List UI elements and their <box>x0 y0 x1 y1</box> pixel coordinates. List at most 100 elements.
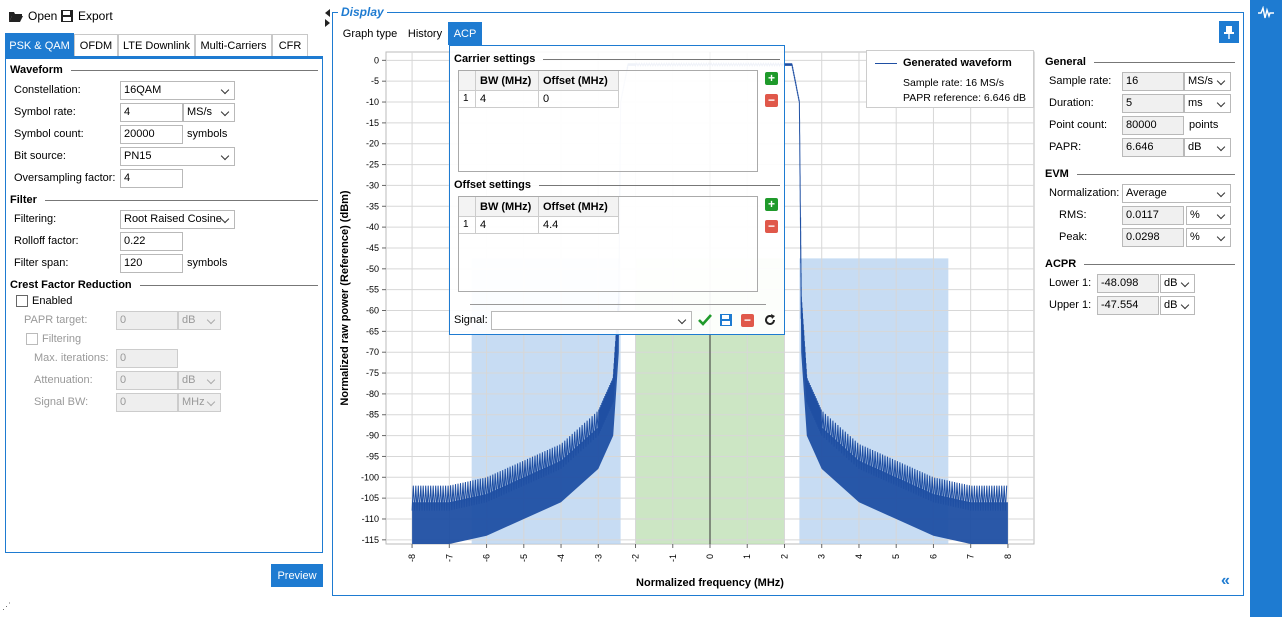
y-tick-label: -65 <box>366 326 379 336</box>
rms-field[interactable]: 0.0117 <box>1122 206 1184 225</box>
acpr-lower-field[interactable]: -48.098 <box>1097 274 1159 293</box>
refresh-icon[interactable] <box>763 313 777 327</box>
delete-signal-button[interactable]: − <box>741 314 754 327</box>
papr-target-label: PAPR target: <box>24 314 88 326</box>
papr-field[interactable]: 6.646 <box>1122 138 1184 157</box>
sample-rate-label: Sample rate: <box>1049 75 1112 87</box>
offset-col-bw: BW (MHz) <box>476 197 539 217</box>
add-carrier-button[interactable]: + <box>765 72 778 85</box>
preview-button[interactable]: Preview <box>271 564 323 587</box>
y-tick-label: -100 <box>361 472 379 482</box>
tab-acp[interactable]: ACP <box>448 22 482 45</box>
legend-papr-reference: PAPR reference: 6.646 dB <box>903 92 1026 104</box>
tab-multi-carriers[interactable]: Multi-Carriers <box>195 34 272 56</box>
remove-carrier-button[interactable]: − <box>765 94 778 107</box>
x-tick-label: 4 <box>854 554 864 559</box>
duration-unit-select[interactable]: ms <box>1184 94 1231 113</box>
y-tick-label: -85 <box>366 410 379 420</box>
remove-offset-button[interactable]: − <box>765 220 778 233</box>
attenuation-unit-select[interactable]: dB <box>178 371 221 390</box>
expand-left-icon[interactable] <box>325 19 330 27</box>
collapse-right-icon[interactable]: « <box>1221 572 1230 589</box>
acpr-section-title: ACPR <box>1045 258 1235 270</box>
y-tick-label: -115 <box>362 535 379 545</box>
signal-label: Signal: <box>454 314 488 326</box>
point-count-label: Point count: <box>1049 119 1108 131</box>
tab-history[interactable]: History <box>407 27 443 40</box>
offset-table-corner <box>459 197 476 217</box>
pin-button[interactable] <box>1219 21 1239 43</box>
x-tick-label: 5 <box>891 554 901 559</box>
export-button[interactable]: Export <box>60 9 113 23</box>
normalization-select[interactable]: Average <box>1122 184 1231 203</box>
legend-series-name: Generated waveform <box>903 57 1012 69</box>
duration-field[interactable]: 5 <box>1122 94 1184 113</box>
carrier-row-offset[interactable]: 0 <box>539 91 619 108</box>
peak-unit-select[interactable]: % <box>1186 228 1231 247</box>
carrier-table-corner <box>459 71 476 91</box>
y-tick-label: -55 <box>366 285 379 295</box>
acpr-upper-unit-select[interactable]: dB <box>1160 296 1195 315</box>
max-iterations-label: Max. iterations: <box>34 352 109 364</box>
waveform-icon[interactable] <box>1258 6 1274 20</box>
sample-rate-field[interactable]: 16 <box>1122 72 1184 91</box>
y-tick-label: -70 <box>366 347 379 357</box>
acpr-lower-unit-select[interactable]: dB <box>1160 274 1195 293</box>
cfr-enabled-checkbox[interactable] <box>16 295 28 307</box>
point-count-field[interactable]: 80000 <box>1122 116 1184 135</box>
filtering-select[interactable]: Root Raised Cosine <box>120 210 235 229</box>
constellation-select[interactable]: 16QAM <box>120 81 235 100</box>
tab-lte-downlink[interactable]: LTE Downlink <box>118 34 195 56</box>
cfr-filtering-checkbox[interactable] <box>26 333 38 345</box>
acpr-upper-field[interactable]: -47.554 <box>1097 296 1159 315</box>
papr-target-input[interactable]: 0 <box>116 311 178 330</box>
max-iterations-input[interactable]: 0 <box>116 349 178 368</box>
collapse-left-icon[interactable] <box>325 9 330 17</box>
papr-label: PAPR: <box>1049 141 1082 153</box>
offset-row-offset[interactable]: 4.4 <box>539 217 619 234</box>
bit-source-select[interactable]: PN15 <box>120 147 235 166</box>
resize-grip-icon[interactable]: ⋰ <box>2 601 11 611</box>
oversampling-input[interactable]: 4 <box>120 169 183 188</box>
y-tick-label: -30 <box>366 180 379 190</box>
y-tick-label: -80 <box>366 389 379 399</box>
tab-cfr[interactable]: CFR <box>272 34 308 56</box>
tab-psk-qam[interactable]: PSK & QAM <box>5 33 74 57</box>
signal-select[interactable] <box>491 311 692 330</box>
signal-bw-input[interactable]: 0 <box>116 393 178 412</box>
export-label: Export <box>78 9 113 23</box>
y-tick-label: -90 <box>366 431 379 441</box>
symbol-count-input[interactable]: 20000 <box>120 125 183 144</box>
x-tick-label: -6 <box>482 554 492 562</box>
x-tick-label: -4 <box>556 554 566 562</box>
attenuation-input[interactable]: 0 <box>116 371 178 390</box>
rolloff-input[interactable]: 0.22 <box>120 232 183 251</box>
symbol-rate-unit-select[interactable]: MS/s <box>183 103 235 122</box>
signal-bw-unit-select[interactable]: MHz <box>178 393 221 412</box>
carrier-row-bw[interactable]: 4 <box>476 91 539 108</box>
cfr-filtering-label: Filtering <box>42 333 82 345</box>
add-offset-button[interactable]: + <box>765 198 778 211</box>
y-tick-label: -75 <box>366 368 379 378</box>
filter-span-unit: symbols <box>187 257 228 269</box>
popup-divider <box>470 304 766 305</box>
signal-bw-label: Signal BW: <box>34 396 89 408</box>
peak-field[interactable]: 0.0298 <box>1122 228 1184 247</box>
sample-rate-unit-select[interactable]: MS/s <box>1184 72 1231 91</box>
x-tick-label: -1 <box>668 554 678 562</box>
filtering-label: Filtering: <box>14 213 57 225</box>
papr-target-unit-select[interactable]: dB <box>178 311 221 330</box>
filter-span-input[interactable]: 120 <box>120 254 183 273</box>
y-tick-label: -50 <box>366 264 379 274</box>
offset-row-bw[interactable]: 4 <box>476 217 539 234</box>
symbol-rate-input[interactable]: 4 <box>120 103 183 122</box>
tab-graph-type[interactable]: Graph type <box>342 27 398 40</box>
x-tick-label: -3 <box>593 554 603 562</box>
save-signal-icon[interactable] <box>719 313 733 327</box>
apply-check-icon[interactable] <box>698 313 712 327</box>
y-tick-label: -15 <box>366 118 379 128</box>
rms-unit-select[interactable]: % <box>1186 206 1231 225</box>
open-button[interactable]: Open <box>8 9 57 23</box>
tab-ofdm[interactable]: OFDM <box>74 34 118 56</box>
papr-unit-select[interactable]: dB <box>1184 138 1231 157</box>
